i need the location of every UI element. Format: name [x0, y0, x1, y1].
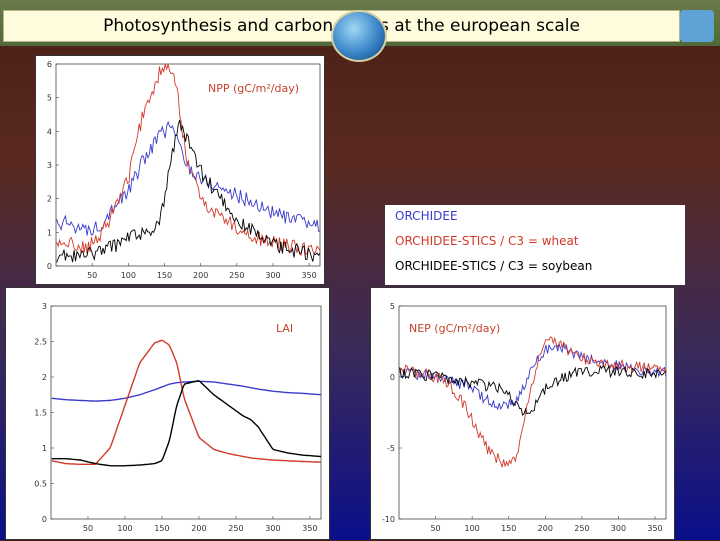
legend-entry-orchidee: ORCHIDEE	[395, 209, 458, 223]
series-line-2	[56, 119, 321, 263]
plot-frame	[398, 305, 667, 520]
y-tick-label: 5	[390, 302, 395, 311]
x-tick-label: 100	[121, 271, 136, 280]
lai-chart: 50 100 150 200 250 300 350 0 0.5 1 1.5 2 2.5 3 LAI	[5, 287, 330, 540]
y-tick-label: 1	[42, 444, 47, 453]
x-tick-label: 200	[191, 524, 206, 533]
y-tick-label: 0	[47, 262, 52, 271]
x-tick-label: 50	[87, 271, 97, 280]
legend-entry-soybean: ORCHIDEE-STICS / C3 = soybean	[395, 259, 593, 273]
x-tick-label: 150	[157, 271, 172, 280]
x-tick-label: 100	[465, 524, 480, 533]
y-tick-label: 1.5	[34, 409, 47, 418]
x-tick-label: 150	[154, 524, 169, 533]
x-tick-label: 250	[574, 524, 589, 533]
y-tick-label: 1	[47, 228, 52, 237]
series-line-0	[51, 380, 322, 402]
y-tick-label: 0	[42, 515, 47, 524]
x-tick-label: 300	[611, 524, 626, 533]
x-tick-label: 200	[538, 524, 553, 533]
lai-chart-title: LAI	[276, 322, 294, 335]
y-tick-label: -5	[387, 444, 395, 453]
x-tick-label: 100	[117, 524, 132, 533]
chart-svg-0: 50 100 150 200 250 300 350 0 1 2 3 4 5 6	[47, 60, 321, 280]
legend-entry-wheat: ORCHIDEE-STICS / C3 = wheat	[395, 234, 579, 248]
y-tick-label: 6	[47, 60, 52, 69]
y-tick-label: 0.5	[34, 480, 47, 489]
y-tick-label: 2	[47, 195, 52, 204]
x-tick-label: 350	[302, 524, 317, 533]
x-tick-label: 300	[265, 524, 280, 533]
series-line-1	[399, 336, 667, 468]
nep-chart: 50 100 150 200 250 300 350 -10 -5 0 5 NEP (gC/m²/d…	[370, 287, 675, 540]
y-tick-label: 2	[42, 373, 47, 382]
plot-frame	[50, 305, 322, 520]
y-tick-label: 0	[390, 373, 395, 382]
y-tick-label: 3	[42, 302, 47, 311]
x-tick-label: 50	[83, 524, 93, 533]
npp-chart-title: NPP (gC/m²/day)	[208, 82, 300, 95]
y-tick-label: 5	[47, 94, 52, 103]
y-tick-label: 3	[47, 161, 52, 170]
chart-svg-1: 50 100 150 200 250 300 350 0 0.5 1 1.5 2 2.5 3	[34, 302, 322, 533]
legend: ORCHIDEE ORCHIDEE-STICS / C3 = wheat ORC…	[385, 205, 685, 285]
y-tick-label: -10	[382, 515, 395, 524]
institution-logo-icon	[680, 10, 714, 42]
series-line-0	[399, 342, 667, 411]
globe-logo-icon	[331, 10, 387, 62]
x-tick-label: 350	[302, 271, 317, 280]
x-tick-label: 150	[501, 524, 516, 533]
x-tick-label: 250	[228, 524, 243, 533]
series-line-2	[399, 364, 667, 417]
chart-svg-2: 50 100 150 200 250 300 350 -10 -5 0 5	[382, 302, 667, 533]
series-line-1	[51, 339, 322, 466]
series-line-2	[51, 379, 322, 467]
nep-chart-title: NEP (gC/m²/day)	[409, 322, 501, 335]
x-tick-label: 300	[265, 271, 280, 280]
npp-chart: 50 100 150 200 250 300 350 0 1 2 3 4 5 6 NPP (gC/m²/d…	[35, 55, 325, 285]
x-tick-label: 50	[430, 524, 440, 533]
y-tick-label: 2.5	[34, 338, 47, 347]
x-tick-label: 250	[229, 271, 244, 280]
x-tick-label: 200	[193, 271, 208, 280]
x-tick-label: 350	[647, 524, 662, 533]
y-tick-label: 4	[47, 127, 52, 136]
series-line-1	[56, 63, 321, 256]
